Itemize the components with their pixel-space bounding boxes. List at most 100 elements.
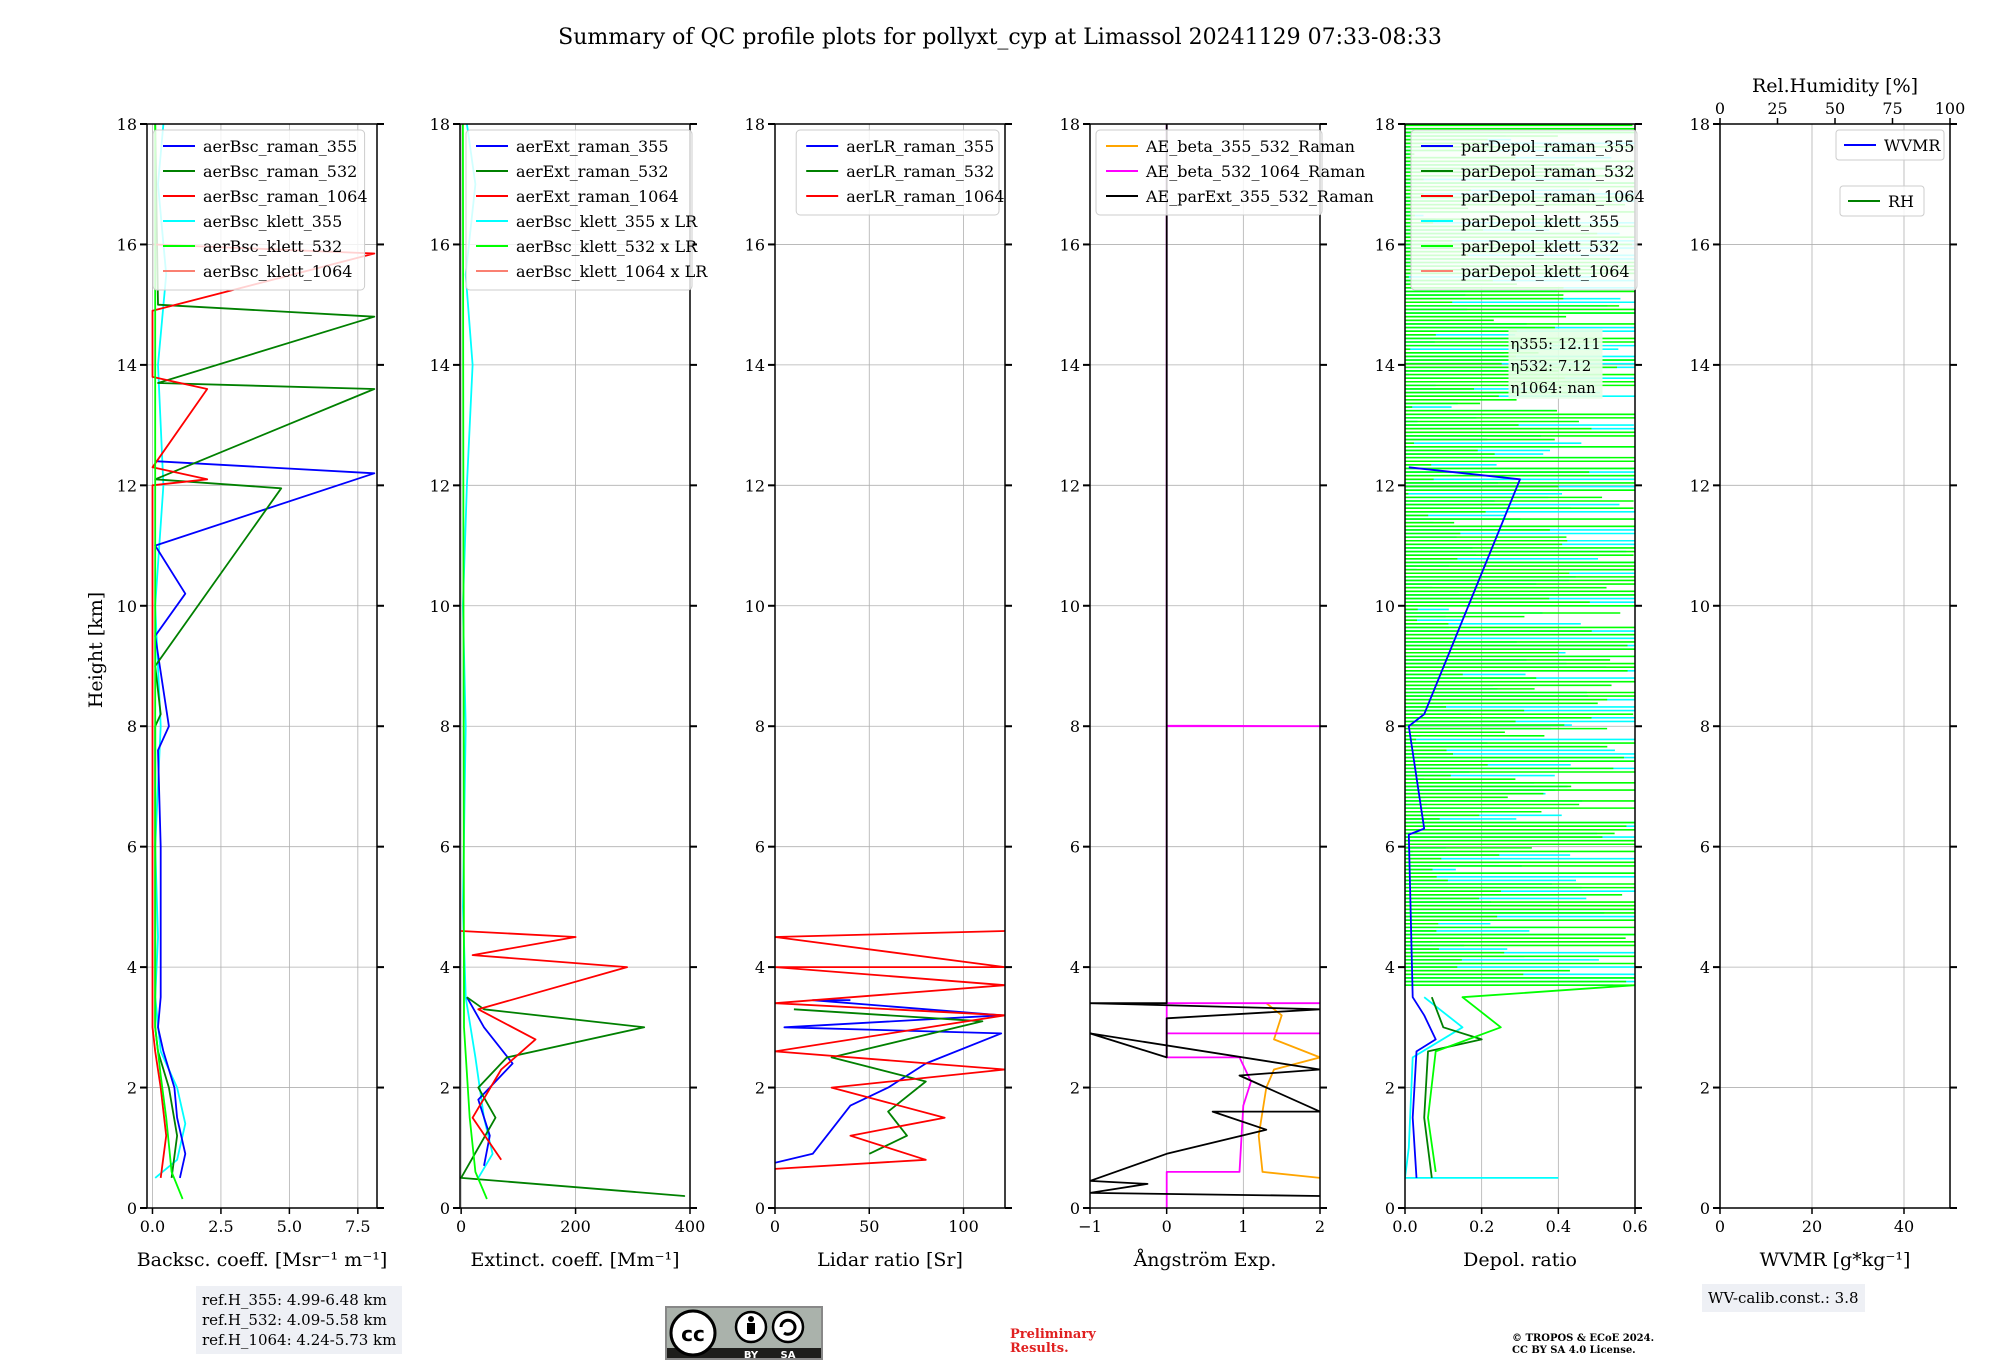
y-tick-label: 18 bbox=[1690, 115, 1710, 134]
legend: aerBsc_raman_355 aerBsc_raman_532 aerBsc_r… bbox=[152, 129, 368, 291]
x-tick-label: 0 bbox=[1162, 1217, 1172, 1236]
legend: WVMR bbox=[1835, 129, 1945, 161]
y-tick-label: 2 bbox=[1385, 1079, 1395, 1098]
series-line bbox=[466, 996, 514, 1166]
y-tick-label: 12 bbox=[1690, 476, 1710, 495]
wv-calibration-box: WV-calib.const.: 3.8 bbox=[1702, 1284, 1865, 1312]
chart-panel-3: 0 2 4 6 8 10 12 14 16 18 0 50 100 Lidar ratio [Sr] aer… bbox=[745, 115, 1012, 1271]
y-tick-label: 16 bbox=[117, 235, 137, 254]
y-tick-label: 18 bbox=[117, 115, 137, 134]
legend-entry: parDepol_klett_1064 bbox=[1461, 262, 1630, 281]
top-tick-label: 25 bbox=[1767, 99, 1787, 118]
y-tick-label: 10 bbox=[745, 597, 765, 616]
x-axis-label: Lidar ratio [Sr] bbox=[817, 1249, 963, 1271]
y-tick-label: 2 bbox=[440, 1079, 450, 1098]
y-tick-label: 4 bbox=[440, 958, 450, 977]
x-tick-label: 7.5 bbox=[345, 1217, 370, 1236]
by-text: BY bbox=[744, 1350, 759, 1358]
y-tick-label: 14 bbox=[745, 356, 765, 375]
y-tick-label: 10 bbox=[1060, 597, 1080, 616]
y-tick-label: 6 bbox=[1385, 838, 1395, 857]
legend-box bbox=[1410, 129, 1638, 291]
legend-entry: aerLR_raman_532 bbox=[846, 162, 994, 181]
top-tick-label: 75 bbox=[1882, 99, 1902, 118]
cc-license-badge: cc BY SA bbox=[665, 1306, 823, 1361]
legend-entry: AE_beta_355_532_Raman bbox=[1145, 137, 1355, 156]
y-tick-label: 10 bbox=[1375, 597, 1395, 616]
chart-panel-1: 0 2 4 6 8 10 12 14 16 18 0.0 2.5 5.0 7.5 Backsc. coeff… bbox=[117, 115, 388, 1271]
x-tick-label: 0.2 bbox=[1469, 1217, 1494, 1236]
series-line bbox=[151, 243, 376, 1179]
copyright-line-1: © TROPOS & ECoE 2024. bbox=[1512, 1333, 1655, 1344]
y-tick-label: 0 bbox=[440, 1199, 450, 1218]
legend-entry: RH bbox=[1888, 192, 1914, 211]
y-tick-label: 8 bbox=[440, 717, 450, 736]
chart-panel-6: 0 2 4 6 8 10 12 14 16 18 0 20 40 WVMR [g*kg⁻¹] 0 25 50 75… bbox=[1690, 75, 1966, 1271]
y-tick-label: 4 bbox=[1385, 958, 1395, 977]
legend-entry: parDepol_klett_532 bbox=[1461, 237, 1619, 256]
legend-entry: aerBsc_raman_532 bbox=[203, 162, 357, 181]
legend: RH bbox=[1839, 185, 1925, 217]
y-tick-label: 0 bbox=[127, 1199, 137, 1218]
legend: aerLR_raman_355 aerLR_raman_532 aerLR_rama… bbox=[795, 129, 1004, 216]
series-line bbox=[1407, 466, 1521, 1178]
preliminary-line-2: Results. bbox=[1010, 1341, 1069, 1356]
ref-h-1064: ref.H_1064: 4.24-5.73 km bbox=[202, 1331, 397, 1349]
top-tick-label: 0 bbox=[1715, 99, 1725, 118]
cc-logo-icon: cc BY SA bbox=[667, 1308, 821, 1361]
y-tick-label: 8 bbox=[127, 717, 137, 736]
x-tick-label: 0.4 bbox=[1546, 1217, 1571, 1236]
y-tick-label: 6 bbox=[127, 838, 137, 857]
x-axis-label: Backsc. coeff. [Msr⁻¹ m⁻¹] bbox=[137, 1249, 388, 1271]
y-tick-label: 4 bbox=[1070, 958, 1080, 977]
y-tick-label: 10 bbox=[1690, 597, 1710, 616]
x-axis-label: Ångström Exp. bbox=[1133, 1249, 1277, 1271]
legend-box bbox=[1839, 185, 1925, 217]
legend-entry: parDepol_raman_532 bbox=[1461, 162, 1634, 181]
x-tick-label: 0.0 bbox=[140, 1217, 165, 1236]
series-line bbox=[462, 124, 488, 1200]
legend-box bbox=[465, 129, 693, 291]
legend-entry: aerLR_raman_1064 bbox=[846, 187, 1004, 206]
y-tick-label: 12 bbox=[1375, 476, 1395, 495]
y-tick-label: 18 bbox=[1375, 115, 1395, 134]
y-tick-label: 18 bbox=[745, 115, 765, 134]
y-tick-label: 12 bbox=[745, 476, 765, 495]
sa-text: SA bbox=[781, 1350, 796, 1358]
x-tick-label: 2.5 bbox=[208, 1217, 233, 1236]
panel-frame bbox=[1719, 123, 1951, 1209]
legend-entry: aerBsc_klett_355 bbox=[203, 212, 342, 231]
top-tick-label: 50 bbox=[1825, 99, 1845, 118]
series-line bbox=[1423, 996, 1483, 1179]
y-tick-label: 14 bbox=[1375, 356, 1395, 375]
x-tick-label: 0 bbox=[456, 1217, 466, 1236]
y-tick-label: 0 bbox=[755, 1199, 765, 1218]
preliminary-note: Preliminary Results. bbox=[1010, 1328, 1096, 1356]
y-tick-label: 14 bbox=[117, 356, 137, 375]
y-tick-label: 16 bbox=[1690, 235, 1710, 254]
x-axis-label: Depol. ratio bbox=[1463, 1249, 1577, 1271]
y-tick-label: 0 bbox=[1700, 1199, 1710, 1218]
x-tick-label: 0 bbox=[1715, 1217, 1725, 1236]
series-line bbox=[1405, 996, 1559, 1179]
y-tick-label: 16 bbox=[430, 235, 450, 254]
y-tick-label: 0 bbox=[1070, 1199, 1080, 1218]
x-tick-label: 400 bbox=[675, 1217, 706, 1236]
x-tick-label: 0 bbox=[770, 1217, 780, 1236]
legend-entry: parDepol_raman_1064 bbox=[1461, 187, 1645, 206]
annotation-box bbox=[1508, 328, 1603, 399]
legend-entry: aerBsc_klett_1064 bbox=[203, 262, 352, 281]
y-tick-label: 2 bbox=[1700, 1079, 1710, 1098]
depol-calibration-annotation: η355: 12.11 η532: 7.12 η1064: nan bbox=[1508, 328, 1603, 399]
y-tick-label: 14 bbox=[1690, 356, 1710, 375]
top-axis-label: Rel.Humidity [%] bbox=[1752, 75, 1918, 97]
series-line bbox=[460, 996, 686, 1197]
y-tick-label: 18 bbox=[1060, 115, 1080, 134]
y-tick-label: 6 bbox=[1700, 838, 1710, 857]
y-tick-label: 6 bbox=[755, 838, 765, 857]
series-line bbox=[1090, 124, 1320, 1197]
y-tick-label: 8 bbox=[755, 717, 765, 736]
y-tick-label: 10 bbox=[117, 597, 137, 616]
panel-data bbox=[1090, 124, 1320, 1208]
